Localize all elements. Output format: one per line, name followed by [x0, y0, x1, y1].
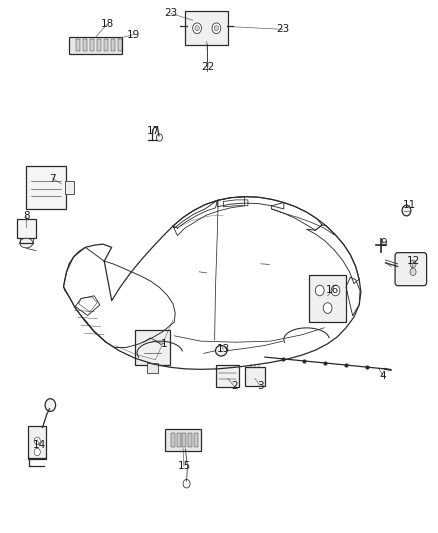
FancyBboxPatch shape: [177, 433, 180, 447]
Ellipse shape: [215, 345, 227, 356]
Circle shape: [193, 23, 201, 34]
Circle shape: [45, 399, 56, 411]
FancyBboxPatch shape: [82, 39, 87, 51]
Text: 4: 4: [380, 371, 387, 381]
Text: 12: 12: [407, 256, 420, 266]
Text: 22: 22: [201, 62, 215, 71]
Text: 16: 16: [326, 286, 339, 295]
FancyBboxPatch shape: [26, 166, 66, 209]
FancyBboxPatch shape: [395, 253, 427, 286]
Circle shape: [214, 26, 219, 31]
Circle shape: [34, 437, 40, 445]
Text: 13: 13: [217, 344, 230, 354]
FancyBboxPatch shape: [96, 39, 101, 51]
Text: 8: 8: [23, 211, 30, 221]
FancyBboxPatch shape: [28, 426, 46, 459]
FancyBboxPatch shape: [185, 11, 228, 45]
FancyBboxPatch shape: [103, 39, 108, 51]
Ellipse shape: [20, 238, 33, 248]
FancyBboxPatch shape: [183, 433, 187, 447]
Circle shape: [34, 448, 40, 456]
Text: 17: 17: [147, 126, 160, 135]
Circle shape: [410, 260, 416, 268]
Circle shape: [323, 303, 332, 313]
Circle shape: [212, 23, 221, 34]
FancyBboxPatch shape: [245, 367, 265, 386]
Circle shape: [410, 268, 416, 276]
Text: 15: 15: [177, 462, 191, 471]
Text: 14: 14: [33, 440, 46, 450]
Text: 7: 7: [49, 174, 56, 183]
Text: 23: 23: [276, 25, 289, 34]
Text: 19: 19: [127, 30, 140, 39]
FancyBboxPatch shape: [166, 429, 201, 451]
Circle shape: [402, 205, 411, 216]
Text: 1: 1: [161, 339, 168, 349]
Circle shape: [195, 26, 199, 31]
Circle shape: [183, 480, 190, 488]
FancyBboxPatch shape: [17, 219, 36, 238]
Text: 3: 3: [257, 382, 264, 391]
FancyBboxPatch shape: [110, 39, 115, 51]
FancyBboxPatch shape: [89, 39, 94, 51]
FancyBboxPatch shape: [171, 433, 175, 447]
FancyBboxPatch shape: [69, 37, 122, 54]
FancyBboxPatch shape: [309, 275, 346, 322]
FancyBboxPatch shape: [216, 365, 239, 387]
FancyBboxPatch shape: [135, 330, 170, 365]
Circle shape: [315, 285, 324, 296]
FancyBboxPatch shape: [76, 39, 81, 51]
Text: 9: 9: [380, 238, 387, 247]
FancyBboxPatch shape: [117, 39, 122, 51]
Text: 18: 18: [101, 19, 114, 29]
Text: 2: 2: [231, 382, 238, 391]
FancyBboxPatch shape: [64, 181, 74, 194]
Circle shape: [156, 134, 162, 141]
Circle shape: [331, 285, 340, 296]
FancyBboxPatch shape: [147, 363, 158, 373]
FancyBboxPatch shape: [194, 433, 198, 447]
Text: 23: 23: [164, 9, 177, 18]
Text: 11: 11: [403, 200, 416, 210]
FancyBboxPatch shape: [188, 433, 192, 447]
